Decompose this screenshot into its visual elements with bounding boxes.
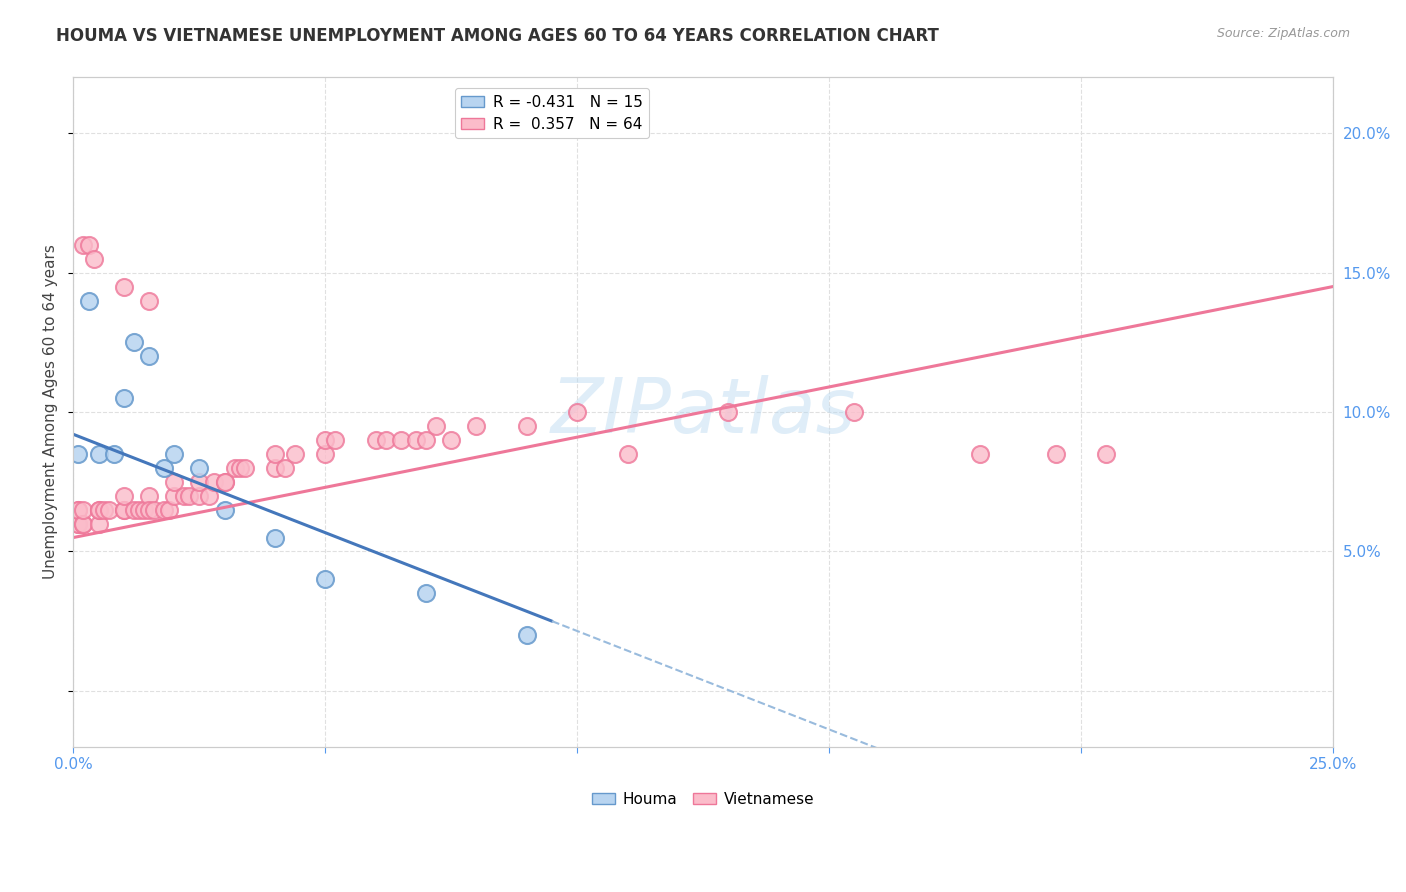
Point	[188, 460, 211, 475]
Point	[72, 516, 94, 531]
Point	[179, 489, 201, 503]
Point	[153, 460, 176, 475]
Point	[122, 502, 145, 516]
Point	[67, 516, 90, 531]
Point	[72, 516, 94, 531]
Point	[163, 489, 186, 503]
Point	[138, 349, 160, 363]
Point	[214, 475, 236, 489]
Point	[87, 516, 110, 531]
Point	[188, 475, 211, 489]
Point	[1095, 447, 1118, 461]
Point	[163, 475, 186, 489]
Point	[87, 502, 110, 516]
Point	[93, 502, 115, 516]
Point	[314, 572, 336, 586]
Point	[204, 475, 226, 489]
Point	[112, 391, 135, 405]
Point	[314, 433, 336, 447]
Point	[72, 502, 94, 516]
Point	[465, 419, 488, 434]
Point	[143, 502, 166, 516]
Point	[112, 279, 135, 293]
Point	[72, 237, 94, 252]
Point	[415, 433, 437, 447]
Point	[87, 502, 110, 516]
Point	[138, 489, 160, 503]
Point	[567, 405, 589, 419]
Point	[616, 447, 638, 461]
Point	[264, 460, 287, 475]
Point	[264, 531, 287, 545]
Point	[516, 419, 538, 434]
Point	[153, 502, 176, 516]
Point	[274, 460, 297, 475]
Point	[233, 460, 256, 475]
Point	[77, 293, 100, 308]
Point	[112, 502, 135, 516]
Point	[112, 502, 135, 516]
Point	[83, 252, 105, 266]
Y-axis label: Unemployment Among Ages 60 to 64 years: Unemployment Among Ages 60 to 64 years	[44, 244, 58, 580]
Point	[103, 447, 125, 461]
Point	[157, 502, 180, 516]
Point	[214, 502, 236, 516]
Text: HOUMA VS VIETNAMESE UNEMPLOYMENT AMONG AGES 60 TO 64 YEARS CORRELATION CHART: HOUMA VS VIETNAMESE UNEMPLOYMENT AMONG A…	[56, 27, 939, 45]
Point	[415, 586, 437, 600]
Point	[214, 475, 236, 489]
Point	[374, 433, 396, 447]
Point	[198, 489, 221, 503]
Point	[67, 447, 90, 461]
Point	[1045, 447, 1067, 461]
Point	[969, 447, 991, 461]
Point	[97, 502, 120, 516]
Point	[284, 447, 307, 461]
Point	[87, 447, 110, 461]
Point	[67, 502, 90, 516]
Point	[112, 489, 135, 503]
Point	[440, 433, 463, 447]
Point	[516, 628, 538, 642]
Text: ZIPatlas: ZIPatlas	[551, 375, 856, 449]
Point	[163, 447, 186, 461]
Point	[325, 433, 347, 447]
Point	[844, 405, 866, 419]
Point	[138, 502, 160, 516]
Point	[67, 516, 90, 531]
Point	[314, 447, 336, 461]
Text: Source: ZipAtlas.com: Source: ZipAtlas.com	[1216, 27, 1350, 40]
Legend: Houma, Vietnamese: Houma, Vietnamese	[586, 785, 820, 813]
Point	[224, 460, 246, 475]
Point	[425, 419, 447, 434]
Point	[264, 447, 287, 461]
Point	[67, 502, 90, 516]
Point	[389, 433, 412, 447]
Point	[405, 433, 427, 447]
Point	[173, 489, 195, 503]
Point	[188, 489, 211, 503]
Point	[228, 460, 250, 475]
Point	[128, 502, 150, 516]
Point	[364, 433, 387, 447]
Point	[122, 335, 145, 350]
Point	[138, 293, 160, 308]
Point	[717, 405, 740, 419]
Point	[132, 502, 155, 516]
Point	[77, 237, 100, 252]
